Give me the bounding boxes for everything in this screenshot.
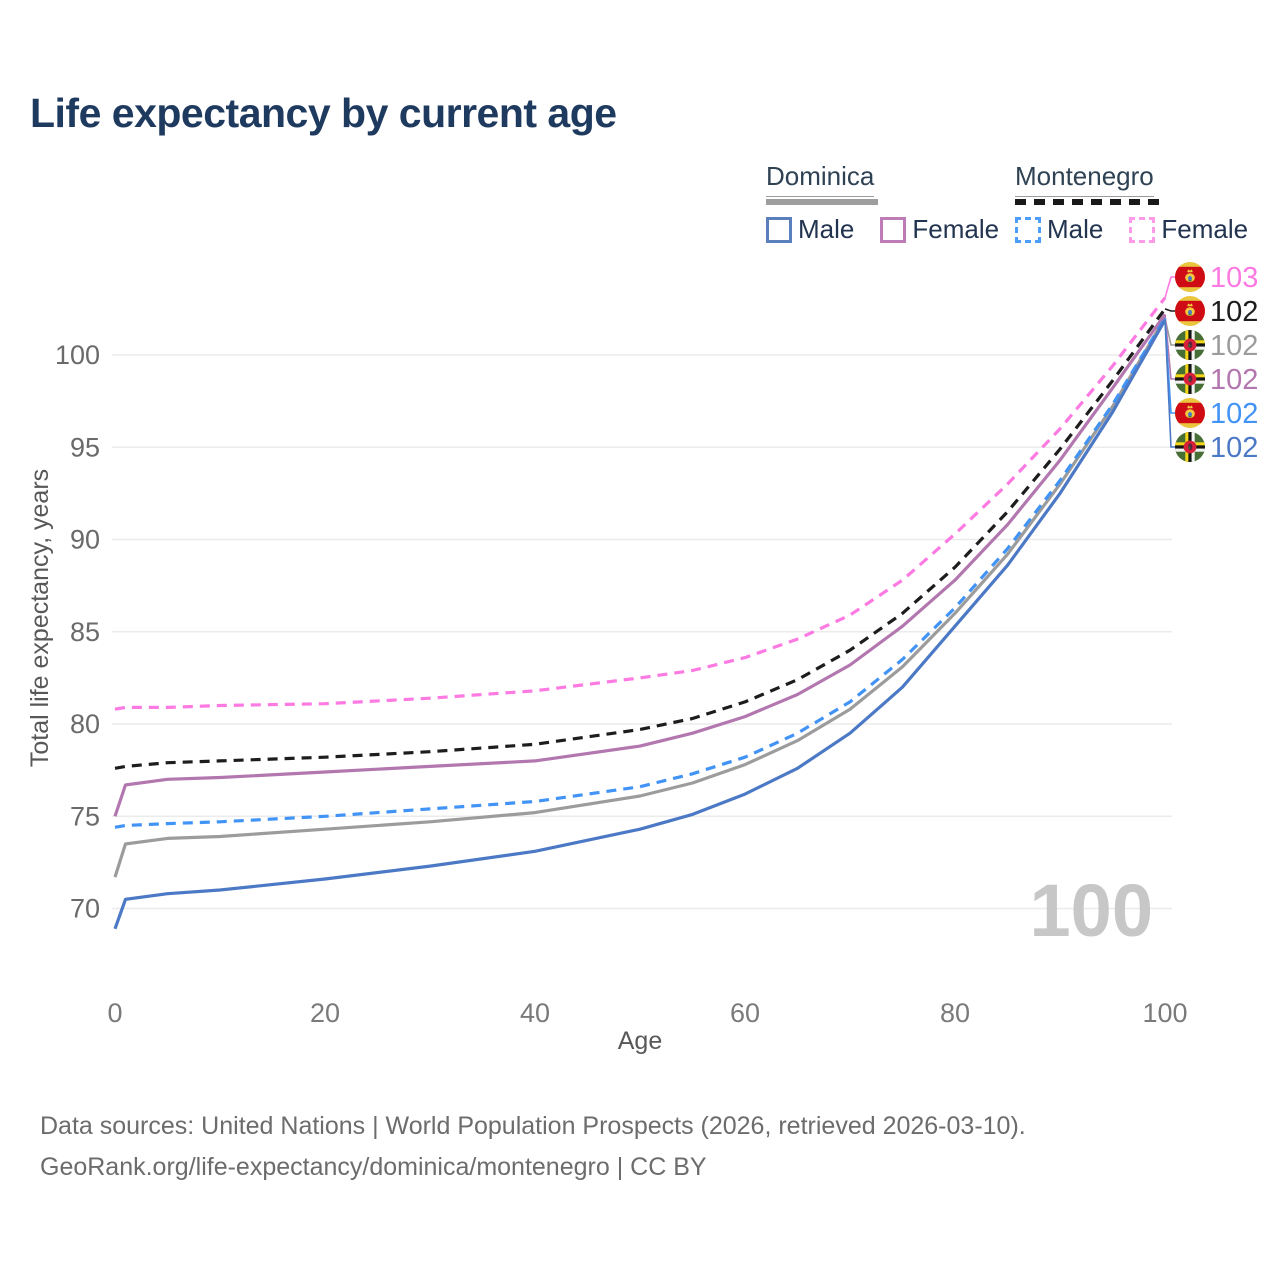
- x-tick-label: 40: [520, 998, 550, 1028]
- legend-country-dominica[interactable]: Dominica: [766, 161, 875, 197]
- legend-line-style-montenegro: [1015, 199, 1163, 205]
- legend-item-label: Female: [1161, 214, 1249, 244]
- dominica-flag-icon: [1175, 364, 1205, 394]
- legend-item-label: Male: [798, 214, 855, 244]
- legend-item-montenegro-female[interactable]: Female: [1129, 214, 1248, 245]
- montenegro-flag-icon: [1175, 398, 1205, 428]
- x-tick-label: 60: [730, 998, 760, 1028]
- end-label-value-mne_female: 103: [1210, 262, 1258, 294]
- series-line-dma_male: [113, 319, 1167, 930]
- y-axis-title: Total life expectancy, years: [26, 469, 54, 767]
- series-line-mne_total: [114, 307, 1167, 770]
- footer-attribution: GeoRank.org/life-expectancy/dominica/mon…: [40, 1152, 707, 1181]
- legend-country-montenegro[interactable]: Montenegro: [1015, 161, 1154, 197]
- legend-item-label: Female: [912, 214, 1000, 244]
- legend-line-style-dominica: [766, 199, 878, 205]
- end-label-connector-dma_total: [1164, 317, 1175, 346]
- y-tick-label: 95: [70, 432, 100, 462]
- montenegro-male-swatch-icon: [1015, 216, 1041, 243]
- dominica-flag-icon: [1175, 330, 1205, 360]
- x-tick-label: 100: [1142, 998, 1187, 1028]
- series-line-dma_female: [113, 313, 1167, 817]
- footer-data-sources: Data sources: United Nations | World Pop…: [40, 1112, 1026, 1140]
- series-line-mne_male: [114, 317, 1167, 829]
- y-tick-label: 80: [70, 709, 100, 739]
- dominica-female-swatch-icon: [880, 216, 907, 243]
- y-tick-label: 75: [70, 801, 100, 831]
- legend-item-label: Male: [1047, 214, 1104, 244]
- y-tick-label: 70: [70, 894, 100, 924]
- y-tick-label: 100: [55, 340, 100, 370]
- y-tick-label: 90: [70, 525, 100, 555]
- legend-group-dominica: Dominica Male Female: [766, 161, 999, 245]
- page-title: Life expectancy by current age: [30, 90, 617, 136]
- dominica-male-swatch-icon: [766, 216, 792, 243]
- montenegro-female-swatch-icon: [1129, 216, 1156, 243]
- dominica-flag-icon: [1175, 432, 1205, 462]
- y-tick-label: 85: [70, 617, 100, 647]
- legend-item-dominica-female[interactable]: Female: [880, 214, 999, 245]
- end-label-connector-dma_female: [1164, 314, 1175, 380]
- end-label-value-dma_female: 102: [1210, 364, 1258, 396]
- hover-age-watermark: 100: [1029, 869, 1153, 952]
- legend-group-montenegro: Montenegro Male Female: [1015, 161, 1248, 245]
- legend-item-montenegro-male[interactable]: Male: [1015, 214, 1103, 245]
- x-tick-label: 80: [940, 998, 970, 1028]
- end-label-connector-dma_male: [1164, 319, 1175, 448]
- series-line-mne_female: [114, 296, 1167, 711]
- x-tick-label: 20: [310, 998, 340, 1028]
- end-label-connector-mne_total: [1164, 308, 1175, 312]
- montenegro-flag-icon: [1175, 296, 1205, 326]
- series-line-dma_total: [113, 317, 1167, 878]
- end-label-value-dma_male: 102: [1210, 432, 1258, 464]
- montenegro-flag-icon: [1175, 262, 1205, 292]
- end-label-value-dma_total: 102: [1210, 330, 1258, 362]
- end-label-connector-mne_female: [1164, 276, 1175, 299]
- footer: Data sources: United Nations | World Pop…: [40, 1106, 1026, 1187]
- end-label-value-mne_total: 102: [1210, 296, 1258, 328]
- x-axis-title: Age: [618, 1027, 662, 1055]
- legend-item-dominica-male[interactable]: Male: [766, 214, 854, 245]
- end-label-value-mne_male: 102: [1210, 398, 1258, 430]
- x-tick-label: 0: [107, 998, 122, 1028]
